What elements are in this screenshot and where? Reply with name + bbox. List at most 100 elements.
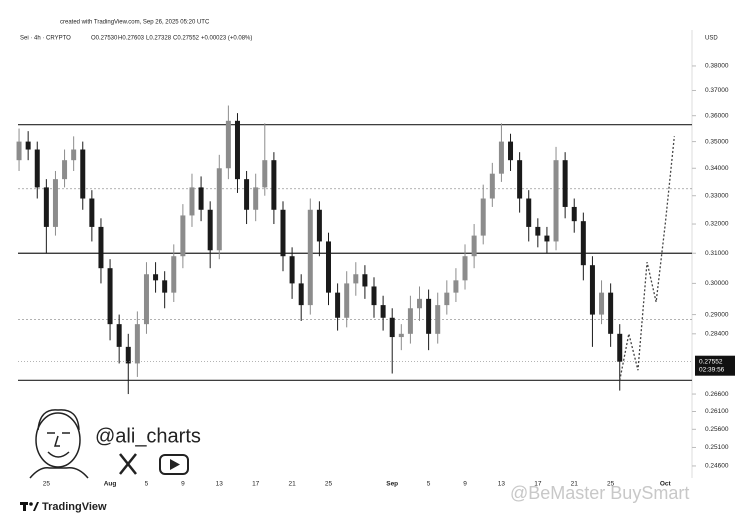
candle-body: [298, 283, 304, 306]
candle-body: [599, 292, 605, 315]
currency: USD: [705, 36, 718, 42]
candle-body: [171, 256, 177, 293]
candle-body: [453, 280, 459, 293]
candle-body: [526, 198, 532, 227]
candle-body: [244, 179, 250, 210]
candle-body: [553, 160, 559, 242]
x-tick-label: 21: [288, 481, 296, 488]
candle-body: [134, 324, 140, 364]
avatar: [29, 409, 89, 479]
candle-body: [89, 198, 95, 227]
projection-path: [619, 136, 675, 381]
candle-body: [508, 141, 514, 161]
handle: @ali_charts: [95, 425, 201, 447]
candle-body: [617, 333, 623, 362]
candle-body: [34, 149, 40, 188]
candle-body: [371, 286, 377, 306]
x-tick-label: 17: [252, 481, 260, 488]
candle-body: [498, 141, 504, 174]
y-tick-label: 0.26100: [705, 408, 729, 415]
ohlc-high: H0.27603: [118, 36, 145, 42]
y-tick-label: 0.29000: [705, 311, 729, 318]
candle-body: [389, 317, 395, 338]
candle-body: [225, 120, 231, 169]
candle-body: [517, 160, 523, 199]
candle-body: [262, 160, 268, 188]
candle-body: [143, 274, 149, 325]
price-tag-value: 0.27552: [699, 358, 723, 365]
x-tick-label: 25: [607, 481, 615, 488]
candle-body: [417, 298, 423, 309]
candle-body: [571, 206, 577, 222]
candle-body: [253, 187, 259, 210]
x-tick-label: 17: [534, 481, 542, 488]
x-tick-label: 21: [571, 481, 579, 488]
x-tick-label: 13: [498, 481, 506, 488]
y-tick-label: 0.25600: [705, 426, 729, 433]
candle-body: [289, 256, 295, 284]
candle-body: [107, 268, 113, 325]
candle-body: [98, 226, 104, 269]
candle-body: [16, 141, 22, 161]
candle-body: [198, 187, 204, 210]
candle-body: [535, 226, 541, 236]
candle-body: [608, 292, 614, 334]
x-tick-label: 9: [181, 481, 185, 488]
price-tag: [695, 355, 735, 376]
candle-body: [216, 168, 222, 251]
candle-body: [398, 333, 404, 338]
x-tick-label: 25: [43, 481, 51, 488]
y-tick-label: 0.35000: [705, 138, 729, 145]
symbol: Sei · 4h · CRYPTO: [20, 36, 71, 42]
x-icon: [119, 453, 137, 475]
candle-body: [426, 298, 432, 334]
candle-body: [480, 198, 486, 236]
candle-body: [43, 187, 49, 227]
ohlc-close: C0.27552: [173, 36, 200, 42]
candle-body: [207, 209, 213, 251]
candle-body: [153, 274, 159, 281]
tv-logo-mark: [20, 502, 39, 511]
x-tick-label: 9: [463, 481, 467, 488]
ohlc-low: L0.27328: [146, 36, 172, 42]
y-tick-label: 0.31000: [705, 250, 729, 257]
y-tick-label: 0.26600: [705, 391, 729, 398]
candle-body: [580, 221, 586, 266]
candle-body: [180, 215, 186, 257]
y-tick-label: 0.36000: [705, 112, 729, 119]
candle-body: [80, 149, 86, 199]
candle-body: [162, 280, 168, 293]
candle-body: [316, 209, 322, 242]
candle-body: [62, 160, 68, 180]
tv-logo: TradingView: [42, 501, 107, 513]
watermark: @BeMaster BuySmart: [510, 483, 689, 503]
candle-body: [71, 149, 77, 161]
youtube-icon: [159, 454, 189, 475]
y-tick-label: 0.25100: [705, 444, 729, 451]
candle-body: [234, 120, 240, 180]
candle-body: [544, 235, 550, 242]
candle-body: [280, 209, 286, 257]
y-tick-label: 0.37000: [705, 87, 729, 94]
candle-body: [471, 235, 477, 257]
price-tag-countdown: 02:39:56: [699, 366, 725, 373]
x-tick-label: Sep: [386, 481, 398, 488]
candle-body: [125, 346, 131, 364]
x-tick-label: Aug: [104, 481, 117, 488]
candle-body: [562, 160, 568, 207]
candle-body: [407, 308, 413, 334]
x-tick-label: 13: [216, 481, 224, 488]
candle-body: [344, 283, 350, 318]
x-tick-label: 5: [427, 481, 431, 488]
x-tick-label: Oct: [660, 481, 672, 488]
candle-body: [52, 179, 58, 227]
plot: 0.38000 0.37000 0.36000 0.35000 0.34000 0.330…: [16, 63, 735, 488]
candle-body: [325, 241, 331, 293]
x-tick-label: 5: [145, 481, 149, 488]
y-tick-label: 0.38000: [705, 63, 729, 70]
candle-body: [435, 305, 441, 334]
y-tick-label: 0.32000: [705, 221, 729, 228]
candle-body: [25, 141, 31, 150]
